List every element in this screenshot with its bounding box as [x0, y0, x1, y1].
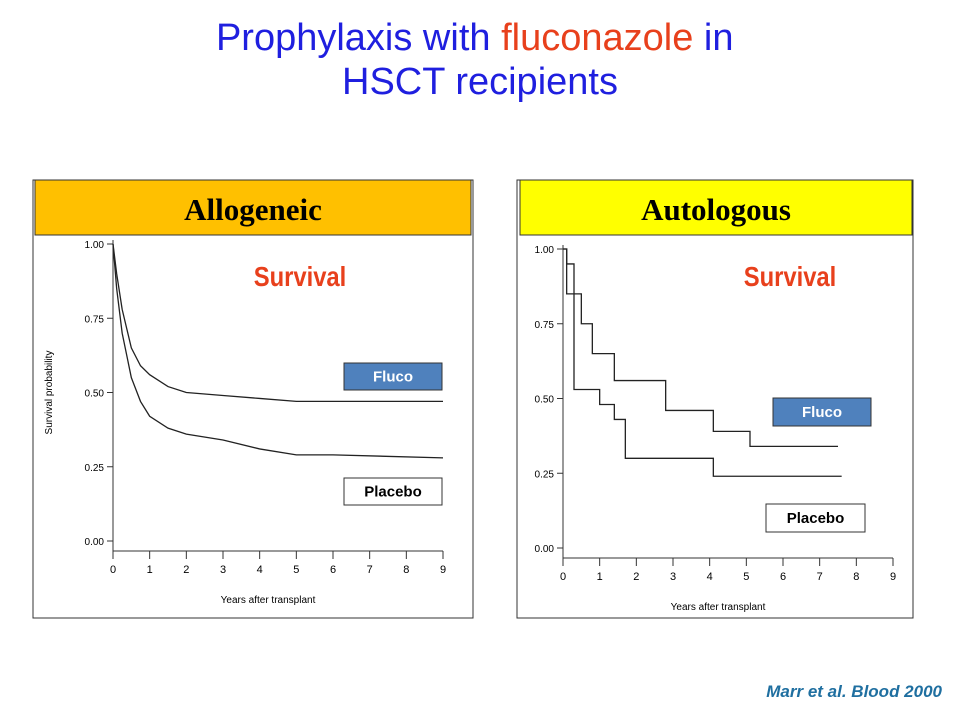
panel-header — [519, 179, 913, 236]
x-axis-label: Years after transplant — [221, 595, 316, 606]
x-tick-label: 3 — [670, 571, 676, 583]
x-tick-label: 4 — [257, 564, 263, 576]
annotation: Survival — [744, 260, 837, 292]
y-axis-label: Survival probability — [44, 351, 55, 435]
x-axis-label: Years after transplant — [671, 602, 766, 613]
x-tick-label: 5 — [293, 564, 299, 576]
y-tick-label: 0.00 — [535, 544, 555, 555]
y-tick-label: 0.00 — [85, 537, 105, 548]
panel-header — [34, 179, 472, 236]
title-part: Prophylaxis with — [216, 17, 491, 59]
x-tick-label: 7 — [817, 571, 823, 583]
x-tick-label: 6 — [330, 564, 336, 576]
legend-box — [765, 503, 866, 533]
survival-curve — [112, 243, 444, 459]
y-tick-label: 0.25 — [85, 463, 105, 474]
x-tick-label: 9 — [890, 571, 896, 583]
panel-header-text: Allogeneic — [184, 192, 322, 227]
legend-label: Placebo — [787, 510, 845, 527]
x-tick-label: 9 — [440, 564, 446, 576]
y-tick-label: 0.75 — [85, 314, 105, 325]
x-tick-label: 3 — [220, 564, 226, 576]
survival-curve — [112, 243, 443, 403]
y-tick-label: 0.25 — [535, 469, 555, 480]
x-tick-label: 6 — [780, 571, 786, 583]
x-tick-label: 8 — [403, 564, 409, 576]
x-tick-label: 2 — [183, 564, 189, 576]
x-tick-label: 1 — [597, 571, 603, 583]
x-tick-label: 5 — [743, 571, 749, 583]
x-tick-label: 0 — [560, 571, 566, 583]
survival-curve — [563, 248, 842, 477]
legend-label: Placebo — [364, 484, 422, 501]
x-tick-label: 7 — [367, 564, 373, 576]
panel-header-text: Autologous — [641, 192, 791, 227]
x-tick-label: 4 — [707, 571, 713, 583]
title-part: HSCT recipients — [342, 61, 618, 103]
legend-box — [343, 477, 443, 506]
y-tick-label: 1.00 — [535, 245, 555, 256]
slide-title: Prophylaxis with fluconazole in HSCT rec… — [216, 17, 744, 103]
y-tick-label: 1.00 — [85, 240, 105, 251]
title-part: in — [704, 17, 734, 59]
legend-box — [343, 362, 443, 391]
x-tick-label: 8 — [853, 571, 859, 583]
survival-curve — [563, 248, 838, 447]
x-tick-label: 0 — [110, 564, 116, 576]
title-part: fluconazole — [501, 17, 693, 59]
legend-label: Fluco — [373, 369, 413, 386]
legend-box — [772, 397, 872, 427]
y-tick-label: 0.75 — [535, 320, 555, 331]
legend-label: Fluco — [802, 404, 842, 421]
y-tick-label: 0.50 — [85, 389, 105, 400]
panel — [32, 179, 474, 619]
annotation: Survival — [254, 260, 347, 292]
x-tick-label: 1 — [147, 564, 153, 576]
x-tick-label: 2 — [633, 571, 639, 583]
y-tick-label: 0.50 — [535, 395, 555, 406]
citation: Marr et al. Blood 2000 — [766, 682, 942, 701]
